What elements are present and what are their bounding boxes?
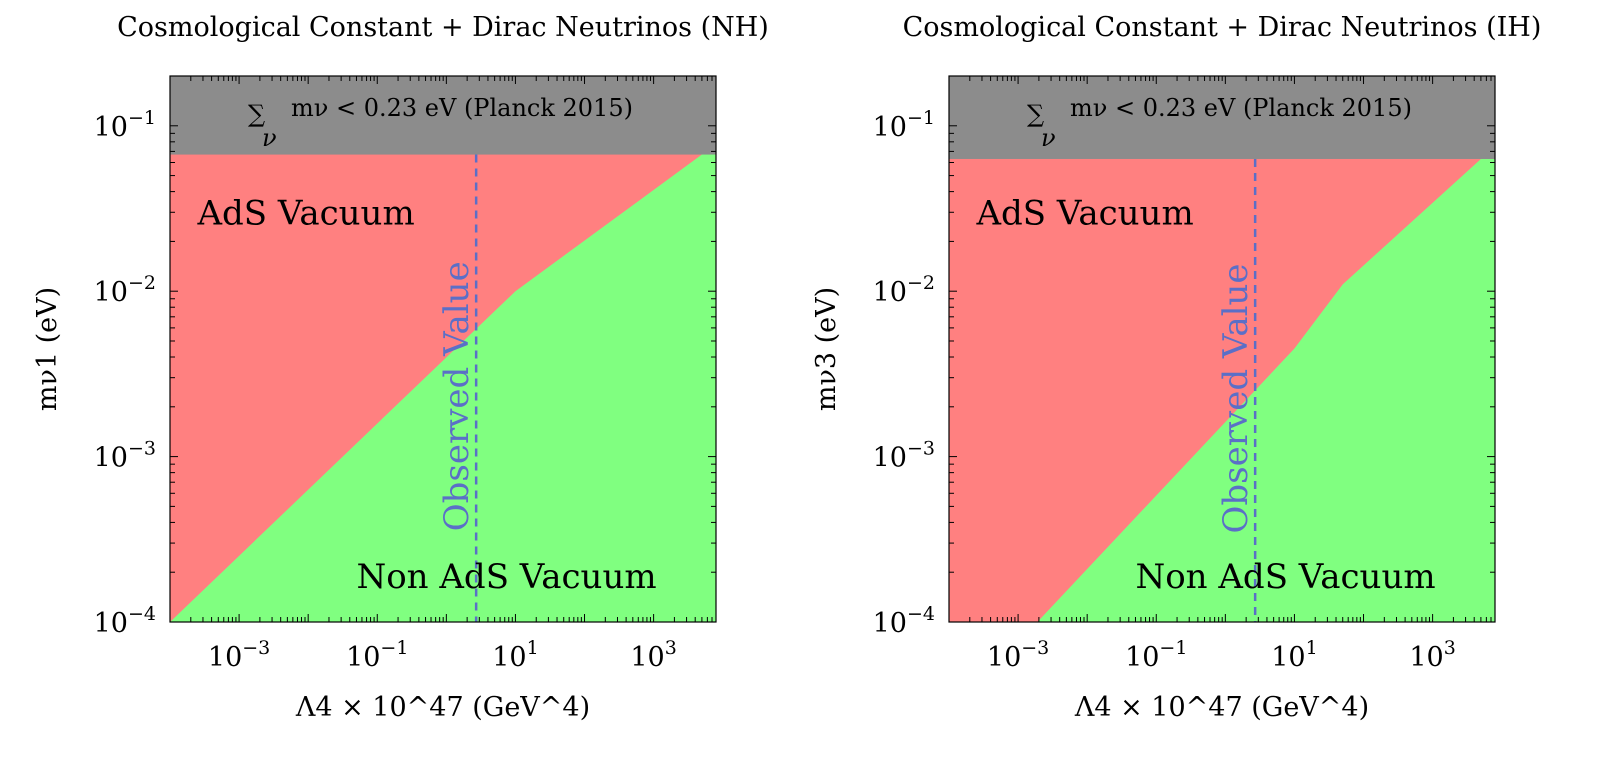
chart-title: Cosmological Constant + Dirac Neutrinos … [903, 12, 1542, 43]
non-ads-region [1037, 158, 1495, 622]
y-tick-label: 10−3 [94, 438, 156, 474]
chart-panel-ih: Cosmological Constant + Dirac Neutrinos … [811, 12, 1541, 723]
x-axis-title: Λ4 × 10^47 (GeV^4) [1074, 692, 1369, 723]
x-axis-title: Λ4 × 10^47 (GeV^4) [295, 692, 590, 723]
planck-label-text: mν < 0.23 eV (Planck 2015) [1070, 94, 1412, 122]
x-tick-label: 103 [630, 637, 676, 673]
plot-frame [169, 75, 717, 623]
y-tick-label: 10−2 [873, 272, 935, 308]
non-ads-vacuum-label: Non AdS Vacuum [1135, 557, 1435, 597]
x-tick-label: 103 [1409, 637, 1455, 673]
planck-label-text: mν < 0.23 eV (Planck 2015) [291, 94, 633, 122]
x-tick-label: 10−3 [208, 637, 270, 673]
planck-exclusion-band [170, 76, 716, 155]
y-tick-label: 10−1 [94, 107, 156, 143]
y-tick-label: 10−1 [873, 107, 935, 143]
y-axis-title: mν1 (eV) [32, 287, 63, 411]
x-tick-label: 10−1 [1125, 637, 1187, 673]
planck-label-sum: ∑ [1027, 100, 1044, 128]
y-tick-label: 10−3 [873, 438, 935, 474]
planck-exclusion-band [949, 76, 1495, 159]
chart-panel-nh: Cosmological Constant + Dirac Neutrinos … [32, 12, 769, 723]
planck-label-sum: ∑ [248, 100, 265, 128]
planck-label-sub: ν [262, 124, 277, 152]
x-tick-label: 101 [1271, 637, 1317, 673]
x-tick-label: 101 [492, 637, 538, 673]
y-tick-label: 10−2 [94, 272, 156, 308]
non-ads-vacuum-label: Non AdS Vacuum [356, 557, 656, 597]
chart-title: Cosmological Constant + Dirac Neutrinos … [117, 12, 769, 43]
x-tick-label: 10−1 [346, 637, 408, 673]
plot-frame [948, 75, 1496, 623]
non-ads-region [170, 154, 716, 623]
ads-vacuum-label: AdS Vacuum [975, 193, 1193, 233]
observed-value-label: Observed Value [437, 261, 477, 531]
ads-vacuum-label: AdS Vacuum [196, 193, 414, 233]
x-tick-label: 10−3 [987, 637, 1049, 673]
observed-value-label: Observed Value [1216, 264, 1256, 534]
y-tick-label: 10−4 [873, 603, 935, 639]
y-axis-title: mν3 (eV) [811, 287, 842, 411]
y-tick-label: 10−4 [94, 603, 156, 639]
planck-label-sub: ν [1041, 124, 1056, 152]
